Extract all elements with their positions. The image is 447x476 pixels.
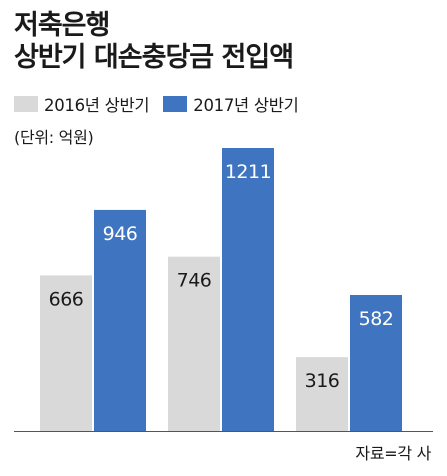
legend-item-2017: 2017년 상반기 [163, 92, 299, 116]
chart-title-line-2: 상반기 대손충당금 전입액 [14, 42, 294, 73]
bar-2016-group-2 [168, 256, 220, 431]
legend-swatch-2017 [163, 96, 188, 112]
bar-2017-group-2 [222, 148, 274, 431]
legend-label-2017: 2017년 상반기 [193, 96, 299, 115]
data-label-2017-group-3: 582 [359, 308, 394, 330]
legend-label-2016: 2016년 상반기 [44, 96, 150, 115]
bar-2017-group-3 [350, 294, 402, 431]
bar-2016-group-1 [40, 275, 92, 431]
bar-2016-group-3 [296, 357, 348, 431]
data-label-2016-group-2: 746 [177, 270, 212, 292]
legend: 2016년 상반기 2017년 상반기 [14, 92, 313, 116]
data-label-2016-group-3: 316 [305, 370, 340, 392]
unit-label: (단위: 억원) [14, 128, 94, 147]
data-label-2017-group-2: 1211 [225, 161, 271, 183]
legend-item-2016: 2016년 상반기 [14, 92, 150, 116]
data-label-2017-group-1: 946 [103, 223, 138, 245]
data-label-2016-group-1: 666 [49, 288, 84, 310]
legend-swatch-2016 [14, 96, 38, 112]
bar-2017-group-1 [94, 209, 146, 431]
chart-title-line-1: 저축은행 [14, 10, 110, 41]
source-note: 자료=각 사 [355, 444, 431, 463]
